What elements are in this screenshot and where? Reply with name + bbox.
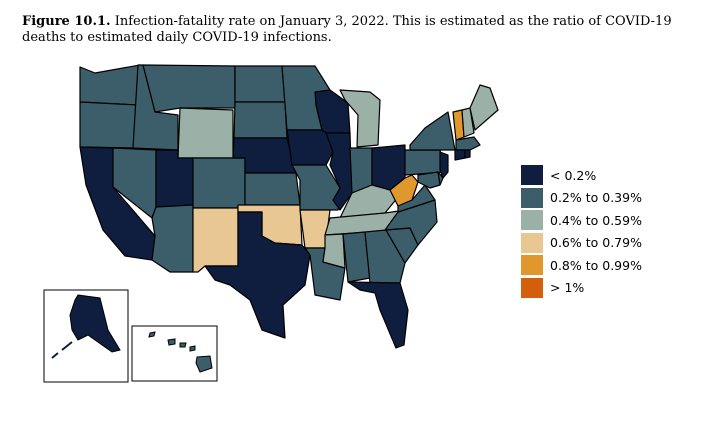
legend-swatch — [521, 232, 543, 253]
state-ks — [244, 172, 301, 206]
legend-label: > 1% — [550, 280, 585, 296]
legend-label: 0.4% to 0.59% — [550, 212, 642, 228]
state-ak — [69, 294, 121, 353]
state-nd — [234, 65, 286, 103]
state-az — [151, 204, 194, 273]
legend-swatch — [521, 277, 543, 298]
state-me — [469, 84, 499, 131]
legend-label: < 0.2% — [550, 167, 597, 183]
legend-item: 0.8% to 0.99% — [521, 254, 642, 277]
alaska-inset-frame — [43, 289, 129, 383]
state-wa — [79, 64, 141, 106]
state-sd — [233, 101, 288, 139]
state-nm — [192, 207, 239, 273]
state-fl — [347, 281, 409, 349]
hawaii-inset-frame — [131, 325, 218, 382]
state-mi — [339, 89, 381, 148]
alaska-aleutian-islands — [51, 341, 73, 359]
state-hi — [148, 331, 213, 373]
legend-swatch — [521, 255, 543, 276]
state-nj — [439, 151, 449, 179]
legend-item: 0.4% to 0.59% — [521, 209, 642, 232]
legend-swatch — [521, 165, 543, 186]
legend-swatch — [521, 187, 543, 208]
legend-swatch — [521, 210, 543, 231]
state-mt — [142, 64, 236, 113]
figure-caption: Figure 10.1. Infection-fatality rate on … — [22, 14, 682, 46]
legend: < 0.2% 0.2% to 0.39% 0.4% to 0.59% 0.6% to … — [521, 164, 642, 299]
state-ia — [286, 129, 334, 166]
state-ga — [364, 229, 406, 284]
figure-label: Figure 10.1. — [22, 14, 111, 29]
state-pa — [404, 149, 446, 176]
state-ms — [322, 233, 346, 269]
state-wy — [177, 107, 234, 159]
legend-label: 0.8% to 0.99% — [550, 257, 642, 273]
legend-item: < 0.2% — [521, 164, 642, 187]
legend-item: 0.6% to 0.79% — [521, 232, 642, 255]
state-ut — [155, 149, 194, 208]
state-ct — [454, 149, 466, 161]
state-co — [192, 157, 246, 209]
state-ma — [455, 136, 481, 151]
state-md — [417, 171, 441, 189]
state-nh — [461, 107, 475, 138]
state-tx — [204, 211, 311, 339]
state-or — [79, 101, 139, 149]
state-ny — [409, 111, 456, 151]
us-choropleth-map — [43, 64, 499, 383]
legend-label: 0.2% to 0.39% — [550, 190, 642, 206]
legend-label: 0.6% to 0.79% — [550, 235, 642, 251]
legend-item: 0.2% to 0.39% — [521, 187, 642, 210]
state-mo — [291, 164, 341, 211]
figure-caption-text: Infection-fatality rate on January 3, 20… — [22, 14, 672, 45]
legend-item: > 1% — [521, 277, 642, 300]
state-ri — [464, 149, 471, 159]
